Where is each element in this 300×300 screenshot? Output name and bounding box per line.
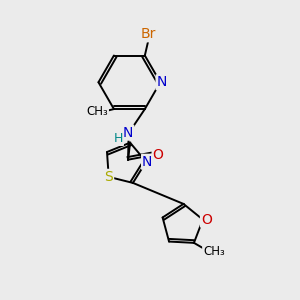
Text: CH₃: CH₃ (203, 244, 225, 258)
Text: N: N (157, 75, 167, 89)
Text: Br: Br (141, 27, 156, 41)
Text: CH₃: CH₃ (86, 105, 108, 118)
Text: O: O (201, 213, 212, 226)
Text: H: H (114, 132, 123, 145)
Text: S: S (104, 170, 113, 184)
Text: N: N (123, 126, 133, 140)
Text: N: N (142, 155, 152, 169)
Text: O: O (153, 148, 164, 162)
